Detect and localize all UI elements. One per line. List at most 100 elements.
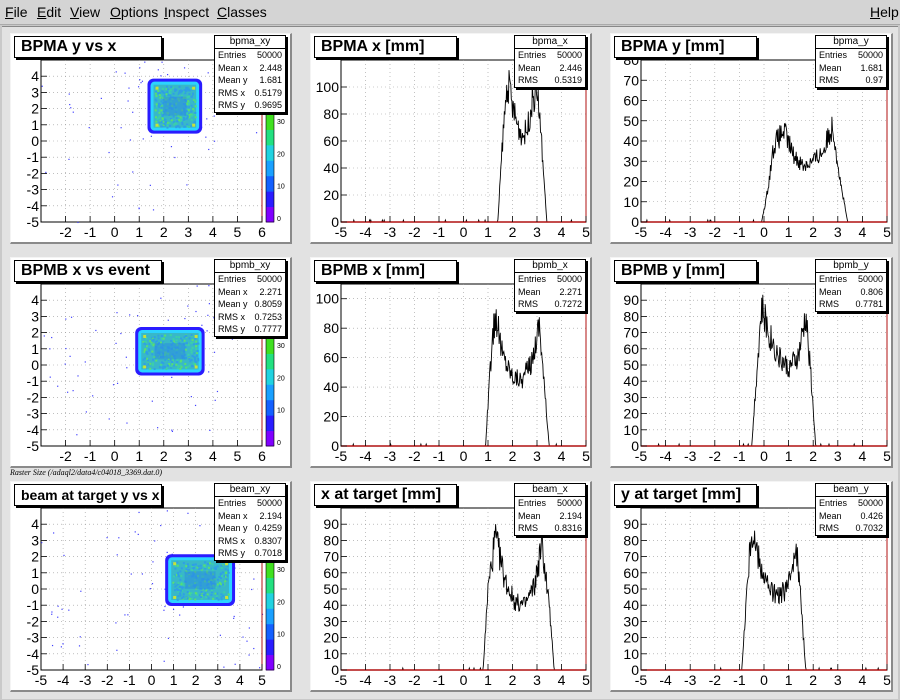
menu-options[interactable]: Options	[110, 4, 159, 20]
raster-cell	[216, 583, 219, 586]
y-tick-label: 20	[623, 406, 639, 422]
x-tick-label: 5	[883, 224, 891, 240]
raster-cell	[160, 125, 163, 128]
palette-segment	[266, 399, 274, 416]
stats-title: bpmb_x	[515, 260, 585, 273]
raster-cell	[187, 102, 190, 105]
raster-cell	[153, 343, 156, 346]
x-tick-label: 0	[760, 448, 768, 464]
raster-cell	[178, 575, 181, 578]
scatter-point	[174, 156, 176, 159]
raster-cell	[193, 113, 196, 116]
scatter-point	[92, 395, 94, 397]
pad-bpma_xy[interactable]: 0 10 20 30 -2 -1 0 1 2 3 4 5 6 -5 -4 -3 -2 -1 0 1 2 3 4 BPMA y …	[10, 33, 292, 244]
y-tick-label: 30	[623, 613, 639, 629]
scatter-point	[116, 382, 119, 384]
pad-beam_xy[interactable]: 0 10 20 30 -5 -4 -3 -2 -1 0 1 2 3 4 5 -5 -4 -3 -2 -1 0 1 2 3 4 be…	[10, 481, 292, 692]
pad-bpmb_y[interactable]: -5 -4 -3 -2 -1 0 1 2 3 4 5 0 10 20 30 40 50 60 70 80 90 BPMB …	[610, 257, 893, 468]
raster-cell	[219, 583, 222, 586]
y-tick-label: 1	[31, 565, 39, 581]
raster-cell	[171, 86, 174, 89]
raster-cell	[165, 93, 168, 96]
raster-cell	[197, 567, 200, 570]
raster-cell	[150, 343, 153, 346]
raster-cell	[188, 592, 191, 595]
raster-cell	[220, 564, 223, 567]
y-tick-label: 60	[323, 133, 339, 149]
raster-cell	[173, 582, 176, 585]
stats-value: 1.681	[259, 75, 282, 85]
palette-tick-label: 20	[277, 599, 285, 606]
pad-beam_x[interactable]: -5 -4 -3 -2 -1 0 1 2 3 4 5 0 10 20 30 40 50 60 70 80 90 x at …	[310, 481, 592, 692]
pad-bpmb_x[interactable]: -5 -4 -3 -2 -1 0 1 2 3 4 5 0 20 40 60 80 100 BPMB x [mm] b…	[310, 257, 592, 468]
raster-cell	[194, 598, 197, 601]
raster-cell	[177, 571, 180, 574]
raster-cell	[179, 337, 182, 340]
y-tick-label: 60	[323, 565, 339, 581]
raster-cell	[161, 101, 164, 104]
menu-file[interactable]: File	[5, 4, 28, 20]
raster-cell	[184, 346, 187, 349]
palette-tick-label: 30	[277, 343, 285, 350]
palette-segment	[266, 430, 274, 447]
x-tick-label: 5	[234, 224, 242, 240]
scatter-point	[70, 107, 72, 109]
raster-cell	[196, 566, 199, 569]
menu-view[interactable]: View	[70, 4, 101, 20]
raster-cell	[160, 121, 163, 124]
palette-tick-label: 10	[277, 408, 285, 415]
stats-key: Entries	[518, 274, 547, 284]
raster-corner	[225, 595, 229, 599]
raster-cell	[176, 361, 179, 364]
pad-bpma_x[interactable]: -5 -4 -3 -2 -1 0 1 2 3 4 5 0 20 40 60 80 100 BPMA x [mm] b…	[310, 33, 592, 244]
stats-value: 0.806	[860, 286, 883, 297]
raster-corner	[173, 595, 177, 599]
raster-cell	[194, 116, 197, 119]
menu-help[interactable]: Help	[870, 4, 899, 20]
x-tick-label: 0	[111, 448, 119, 464]
pad-beam_y[interactable]: -5 -4 -3 -2 -1 0 1 2 3 4 5 0 10 20 30 40 50 60 70 80 90 y at …	[610, 481, 893, 692]
raster-cell	[198, 594, 201, 597]
stats-row: RMS y 0.9695	[215, 99, 285, 112]
menu-inspect[interactable]: Inspect	[164, 4, 210, 20]
stats-key: Mean x	[218, 510, 248, 521]
stats-value: 0.426	[860, 510, 883, 521]
raster-corner	[194, 334, 198, 338]
menu-classes[interactable]: Classes	[217, 4, 267, 20]
pad-bpma_y[interactable]: -5 -4 -3 -2 -1 0 1 2 3 4 5 0 10 20 30 40 50 60 70 80 BPMA y …	[610, 33, 893, 244]
scatter-point	[67, 391, 69, 393]
x-tick-label: 1	[484, 448, 492, 464]
stats-value: 0.97	[865, 75, 883, 85]
stats-key: Mean y	[218, 299, 248, 309]
y-tick-label: 50	[623, 581, 639, 597]
stats-row: Mean x 2.194	[215, 510, 285, 523]
raster-cell	[175, 574, 178, 577]
canvas[interactable]: 0 10 20 30 -2 -1 0 1 2 3 4 5 6 -5 -4 -3 -2 -1 0 1 2 3 4 BPMA y …	[2, 26, 898, 699]
raster-cell	[190, 104, 193, 107]
raster-corner	[143, 365, 147, 369]
scatter-point	[72, 111, 74, 113]
raster-cell	[164, 92, 167, 95]
raster-cell	[169, 89, 172, 92]
scatter-point	[231, 338, 233, 340]
x-tick-label: -2	[101, 672, 114, 688]
pad-bpmb_xy[interactable]: 0 10 20 30 -2 -1 0 1 2 3 4 5 6 -5 -4 -3 -2 -1 0 1 2 3 4 BPMB x …	[10, 257, 292, 468]
raster-cell	[157, 117, 160, 120]
stats-title: bpmb_xy	[215, 260, 285, 273]
raster-cell	[194, 100, 197, 103]
palette-segment	[266, 338, 274, 354]
stats-row: Mean 0.426	[816, 510, 886, 523]
stats-value: 2.271	[559, 286, 582, 297]
raster-cell	[159, 96, 162, 99]
menu-edit[interactable]: Edit	[37, 4, 62, 20]
raster-cell	[171, 363, 174, 366]
raster-cell	[191, 339, 194, 342]
palette-frame	[265, 337, 275, 447]
raster-cell	[178, 119, 181, 122]
stats-row: RMS 0.97	[816, 74, 886, 87]
scatter-point	[112, 384, 115, 386]
raster-cell	[218, 585, 221, 588]
x-tick-label: -3	[684, 224, 697, 240]
stats-key: RMS y	[218, 548, 245, 558]
scatter-point	[139, 67, 141, 69]
